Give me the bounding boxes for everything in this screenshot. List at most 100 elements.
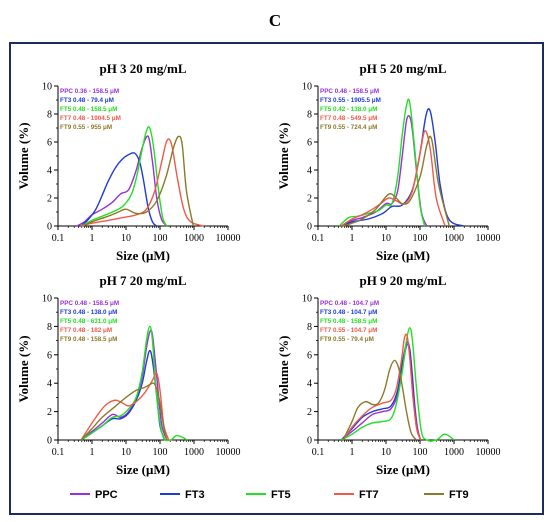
y-tick-label: 6 [307, 350, 312, 361]
y-tick-label: 6 [47, 138, 52, 149]
legend-label-ft9: FT9 [449, 489, 469, 501]
x-tick-label: 1000 [444, 233, 464, 244]
panel-title: pH 5 20 mg/mL [359, 61, 446, 76]
x-tick-label: 10 [381, 233, 391, 244]
y-tick-label: 8 [307, 322, 312, 333]
range-annotation-ppc: PPC 0.48 - 104.7 μM [320, 300, 379, 307]
chart-panel-1: pH 3 20 mg/mL 0 2 4 6 8 10 0.1 1 10 100 1000 10000 Si… [16, 61, 241, 263]
series-line-ft7 [80, 372, 170, 441]
range-annotation-ft7: FT7 0.48 - 549.5 μM [320, 115, 377, 122]
figure-label: C [269, 11, 281, 30]
y-tick-label: 4 [307, 379, 312, 390]
series-line-ft9 [82, 135, 195, 227]
series-line-ppc [80, 329, 168, 441]
x-tick-label: 1 [350, 233, 355, 244]
legend-label-ft5: FT5 [271, 489, 291, 501]
chart-panel-2: pH 5 20 mg/mL 0 2 4 6 8 10 0.1 1 10 100 1000 10000 Si… [276, 61, 501, 263]
y-tick-label: 6 [307, 138, 312, 149]
range-annotation-ft5: FT5 0.48 - 158.5 μM [60, 106, 117, 113]
y-tick-label: 2 [47, 407, 52, 418]
x-tick-label: 0.1 [52, 447, 65, 458]
y-axis-title: Volume (%) [16, 335, 31, 402]
range-annotation-ft5: FT5 0.48 - 631.0 μM [60, 318, 117, 325]
range-annotation-ft7: FT7 0.55 - 104.7 μM [320, 327, 377, 334]
x-tick-label: 1 [90, 233, 95, 244]
range-annotation-ft3: FT3 0.48 - 79.4 μM [60, 97, 114, 104]
x-axis-title: Size (μM) [376, 462, 430, 477]
range-annotation-ft5: FT5 0.48 - 158.5 μM [320, 318, 377, 325]
panel-title: pH 9 20 mg/mL [359, 273, 446, 288]
series-line-ft3 [80, 152, 158, 227]
chart-panel-4: pH 9 20 mg/mL 0 2 4 6 8 10 0.1 1 10 100 1000 10000 Si… [276, 273, 501, 477]
series-line-ft9 [342, 359, 418, 441]
x-tick-label: 10000 [216, 233, 241, 244]
y-axis-title: Volume (%) [276, 335, 291, 402]
y-tick-label: 2 [307, 407, 312, 418]
x-tick-label: 1 [90, 447, 95, 458]
series-line-ft9 [342, 135, 450, 227]
legend-label-ft3: FT3 [185, 489, 205, 501]
panel-title: pH 7 20 mg/mL [99, 273, 186, 288]
x-tick-label: 10 [121, 447, 131, 458]
y-tick-label: 10 [302, 82, 312, 93]
y-tick-label: 0 [307, 222, 312, 233]
legend: PPC FT3 FT5 FT7 FT9 [70, 489, 469, 501]
x-tick-label: 0.1 [52, 233, 65, 244]
series-line-ft7 [80, 138, 204, 227]
series-line-ft7 [342, 333, 422, 441]
x-tick-label: 0.1 [312, 233, 325, 244]
x-axis-title: Size (μM) [116, 462, 170, 477]
x-tick-label: 0.1 [312, 447, 325, 458]
x-tick-label: 10 [121, 233, 131, 244]
y-tick-label: 10 [42, 294, 52, 305]
y-tick-label: 6 [47, 350, 52, 361]
y-tick-label: 0 [307, 436, 312, 447]
y-tick-label: 4 [47, 166, 52, 177]
x-tick-label: 10000 [476, 233, 501, 244]
x-axis-title: Size (μM) [376, 248, 430, 263]
x-tick-label: 10 [381, 447, 391, 458]
range-annotation-ft7: FT7 0.48 - 182 μM [60, 327, 112, 334]
x-tick-label: 10000 [216, 447, 241, 458]
y-axis-title: Volume (%) [16, 122, 31, 189]
series-line-ft9 [80, 382, 168, 441]
x-tick-label: 1 [350, 447, 355, 458]
legend-label-ppc: PPC [95, 489, 118, 501]
x-tick-label: 100 [153, 447, 168, 458]
range-annotation-ft9: FT9 0.48 - 158.5 μM [60, 336, 117, 343]
chart-panel-3: pH 7 20 mg/mL 0 2 4 6 8 10 0.1 1 10 100 1000 10000 Si… [16, 273, 241, 477]
range-annotation-ft9: FT9 0.55 - 724.4 μM [320, 124, 377, 131]
x-tick-label: 1000 [184, 447, 204, 458]
y-tick-label: 8 [307, 110, 312, 121]
range-annotation-ppc: PPC 0.48 - 158.5 μM [60, 300, 119, 307]
range-annotation-ft3: FT3 0.48 - 104.7 μM [320, 309, 377, 316]
range-annotation-ppc: PPC 0.36 - 158.5 μM [60, 88, 119, 95]
range-annotation-ft7: FT7 0.48 - 1904.5 μM [60, 115, 121, 122]
y-tick-label: 2 [307, 194, 312, 205]
range-annotation-ft3: FT3 0.55 - 1905.5 μM [320, 97, 381, 104]
panel-title: pH 3 20 mg/mL [99, 61, 186, 76]
series-line-ft5 [80, 126, 168, 227]
legend-label-ft7: FT7 [359, 489, 379, 501]
series-line-ft7 [340, 130, 446, 227]
figure-frame [9, 42, 544, 515]
range-annotation-ppc: PPC 0.48 - 158.5 μM [320, 88, 379, 95]
y-tick-label: 10 [302, 294, 312, 305]
x-axis-title: Size (μM) [116, 248, 170, 263]
x-tick-label: 1000 [184, 233, 204, 244]
x-tick-label: 100 [153, 233, 168, 244]
y-tick-label: 8 [47, 110, 52, 121]
y-tick-label: 4 [307, 166, 312, 177]
series-line-ft5 [340, 327, 455, 442]
y-tick-label: 2 [47, 194, 52, 205]
range-annotation-ft5: FT5 0.42 - 138.0 μM [320, 106, 377, 113]
x-tick-label: 100 [413, 233, 428, 244]
y-tick-label: 4 [47, 379, 52, 390]
series-line-ppc [340, 114, 428, 227]
x-tick-label: 100 [413, 447, 428, 458]
x-tick-label: 10000 [476, 447, 501, 458]
y-tick-label: 0 [47, 222, 52, 233]
x-tick-label: 1000 [444, 447, 464, 458]
